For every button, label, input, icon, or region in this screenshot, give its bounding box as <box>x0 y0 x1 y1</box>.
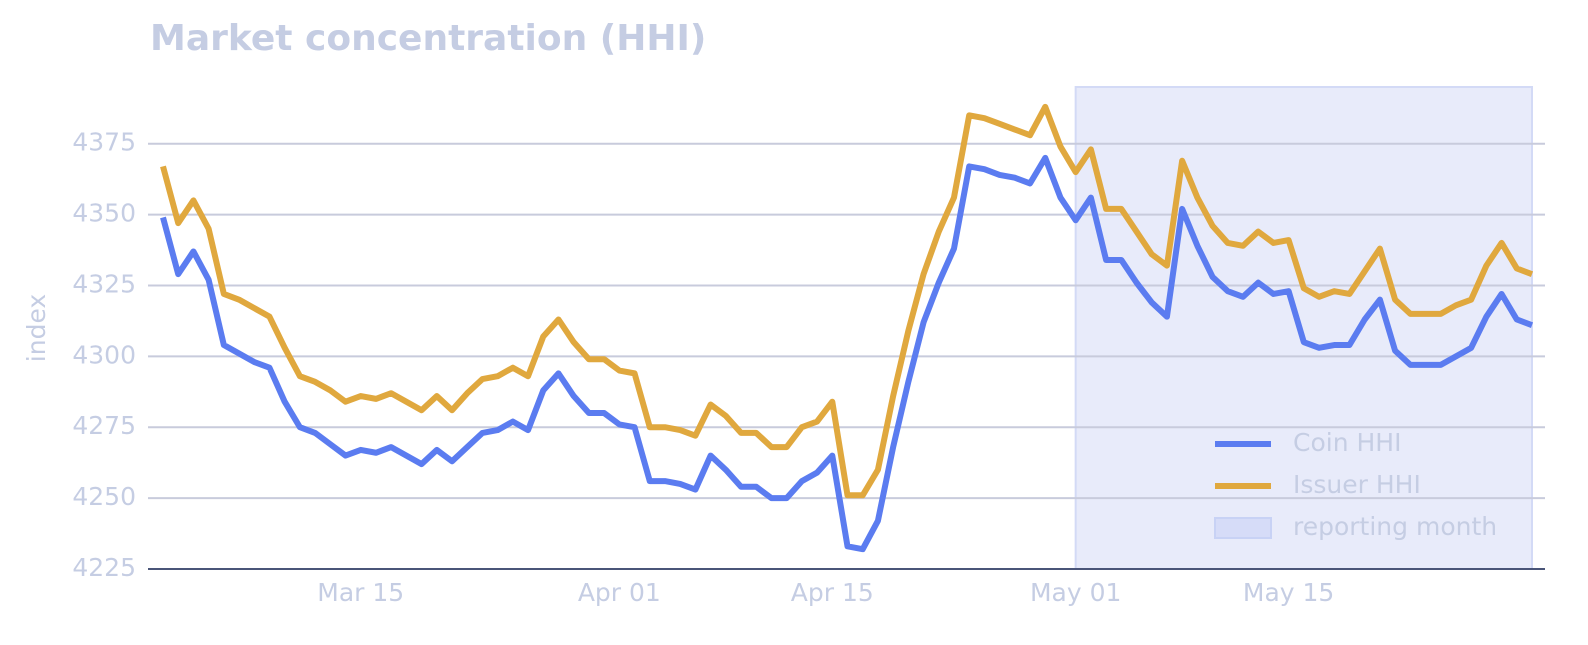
legend-swatch <box>1214 517 1272 539</box>
y-tick-label: 4325 <box>72 269 136 298</box>
chart-title: Market concentration (HHI) <box>150 18 706 59</box>
y-tick-label: 4350 <box>72 199 136 228</box>
y-tick-label: 4300 <box>72 340 136 369</box>
highlight-band <box>1074 86 1533 570</box>
legend-label: Issuer HHI <box>1293 470 1421 499</box>
y-tick-label: 4375 <box>72 128 136 157</box>
y-tick-label: 4250 <box>72 482 136 511</box>
x-tick-label: May 01 <box>1030 578 1121 607</box>
x-tick-label: May 15 <box>1243 578 1334 607</box>
y-tick-label: 4225 <box>72 553 136 582</box>
y-tick-label: 4275 <box>72 411 136 440</box>
legend-label: Coin HHI <box>1293 428 1401 457</box>
series-line <box>160 154 1534 553</box>
x-tick-label: Mar 15 <box>317 578 404 607</box>
legend-label: reporting month <box>1293 512 1497 541</box>
y-axis-label: index <box>22 294 51 362</box>
series-line <box>160 103 1534 499</box>
x-tick-label: Apr 01 <box>578 578 661 607</box>
x-tick-label: Apr 15 <box>791 578 874 607</box>
